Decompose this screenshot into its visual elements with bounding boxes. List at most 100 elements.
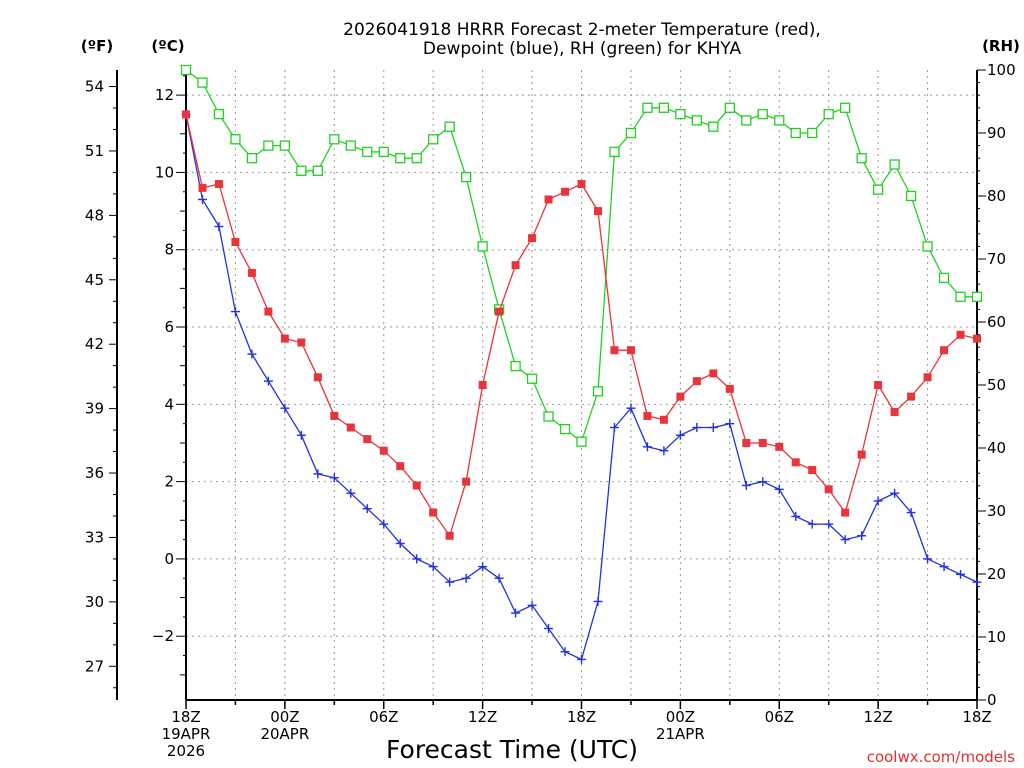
rh-point — [576, 436, 587, 447]
temperature-point — [659, 415, 668, 424]
x-tick-label-line: 18Z — [567, 708, 596, 726]
dewpoint-point — [544, 623, 554, 633]
temperature-point — [462, 477, 471, 486]
rh-point — [329, 134, 340, 145]
fahrenheit-unit-label: (ºF) — [81, 37, 113, 55]
chart-title-line2: Dewpoint (blue), RH (green) for KHYA — [423, 39, 742, 59]
dewpoint-point — [758, 477, 768, 487]
credit-text: coolwx.com/models — [867, 748, 1015, 766]
temperature-point — [429, 508, 438, 517]
temperature-point — [610, 346, 619, 355]
dewpoint-point — [511, 608, 521, 618]
rh-point — [675, 108, 686, 120]
rh-unit-label: (RH) — [982, 37, 1020, 55]
dewpoint-point — [296, 430, 306, 440]
dewpoint-point — [362, 504, 372, 514]
series-layer — [180, 64, 983, 664]
dewpoint-point — [346, 488, 356, 498]
temperature-point — [593, 207, 602, 216]
rh-point — [774, 115, 785, 126]
rh-point — [905, 190, 917, 202]
temperature-point — [445, 531, 454, 540]
x-tick-label-line: 21APR — [656, 725, 705, 743]
rh-point — [658, 102, 670, 113]
fahrenheit-tick-label: 39 — [85, 400, 104, 418]
rh-point — [296, 165, 307, 176]
rh-point — [460, 171, 472, 183]
rh-point — [955, 291, 966, 302]
rh-point — [510, 360, 521, 372]
temperature-point — [528, 234, 537, 243]
temperature-point — [511, 261, 520, 270]
temperature-point — [775, 442, 784, 451]
rh-point — [213, 108, 225, 120]
dewpoint-point — [675, 430, 685, 440]
dewpoint-series — [181, 109, 982, 664]
axes — [109, 69, 986, 709]
rh-point — [345, 140, 356, 151]
dewpoint-point — [642, 442, 652, 452]
dewpoint-point — [527, 600, 537, 610]
dewpoint-point — [626, 403, 636, 413]
rh-point — [230, 134, 241, 145]
dewpoint-point — [873, 496, 883, 506]
rh-point — [592, 386, 604, 397]
dewpoint-point — [939, 562, 949, 572]
x-tick-label-line: 12Z — [468, 708, 497, 726]
x-tick-label-line: 00Z — [270, 708, 299, 726]
x-tick-label-line: 06Z — [765, 708, 794, 726]
rh-point — [823, 108, 834, 120]
temperature-point — [577, 180, 586, 189]
fahrenheit-tick-label: 54 — [85, 78, 104, 96]
x-tick-label: 00Z 21APR — [656, 708, 705, 743]
gridlines — [186, 70, 977, 700]
temperature-point — [973, 334, 981, 343]
x-tick-label: 12Z — [468, 708, 497, 726]
rh-point — [526, 373, 538, 384]
fahrenheit-tick-label: 36 — [85, 464, 104, 482]
fahrenheit-tick-label: 33 — [85, 528, 104, 546]
rh-tick-label: 80 — [987, 187, 1006, 205]
x-tick-label-line: 00Z — [666, 708, 695, 726]
celsius-tick-label: 2 — [164, 473, 174, 491]
rh-point — [428, 134, 439, 145]
dewpoint-point — [659, 446, 669, 456]
dewpoint-point — [807, 519, 817, 529]
x-tick-label-line: 12Z — [863, 708, 892, 726]
dewpoint-point — [560, 647, 570, 657]
temperature-point — [940, 346, 949, 355]
dewpoint-point — [906, 508, 916, 518]
dewpoint-point — [857, 531, 867, 541]
dewpoint-point — [890, 488, 900, 498]
rh-point — [889, 159, 900, 170]
dewpoint-point — [313, 469, 323, 479]
rh-tick-label: 100 — [987, 61, 1016, 79]
rh-tick-label: 50 — [987, 376, 1006, 394]
celsius-tick-label: 10 — [155, 163, 174, 181]
dewpoint-point — [494, 573, 504, 583]
dewpoint-point — [214, 222, 224, 232]
dewpoint-point — [428, 562, 438, 572]
rh-point — [246, 153, 258, 164]
temperature-point — [280, 334, 289, 343]
temperature-point — [890, 408, 899, 417]
dewpoint-point — [577, 654, 586, 664]
rh-point — [840, 102, 851, 113]
rh-point — [938, 272, 950, 284]
temperature-point — [379, 446, 388, 455]
x-tick-label-line: 18Z — [962, 708, 991, 726]
temperature-point — [561, 187, 570, 196]
temperature-point — [758, 438, 767, 447]
rh-point — [378, 146, 389, 158]
temperature-point — [396, 462, 405, 471]
fahrenheit-tick-label: 30 — [85, 593, 104, 611]
dewpoint-point — [461, 573, 471, 583]
rh-point — [279, 140, 291, 151]
rh-point — [757, 108, 768, 120]
temperature-point — [956, 330, 965, 339]
rh-series — [180, 64, 983, 447]
rh-tick-label: 0 — [987, 691, 997, 709]
temperature-point — [346, 423, 355, 432]
x-tick-label: 12Z — [863, 708, 892, 726]
